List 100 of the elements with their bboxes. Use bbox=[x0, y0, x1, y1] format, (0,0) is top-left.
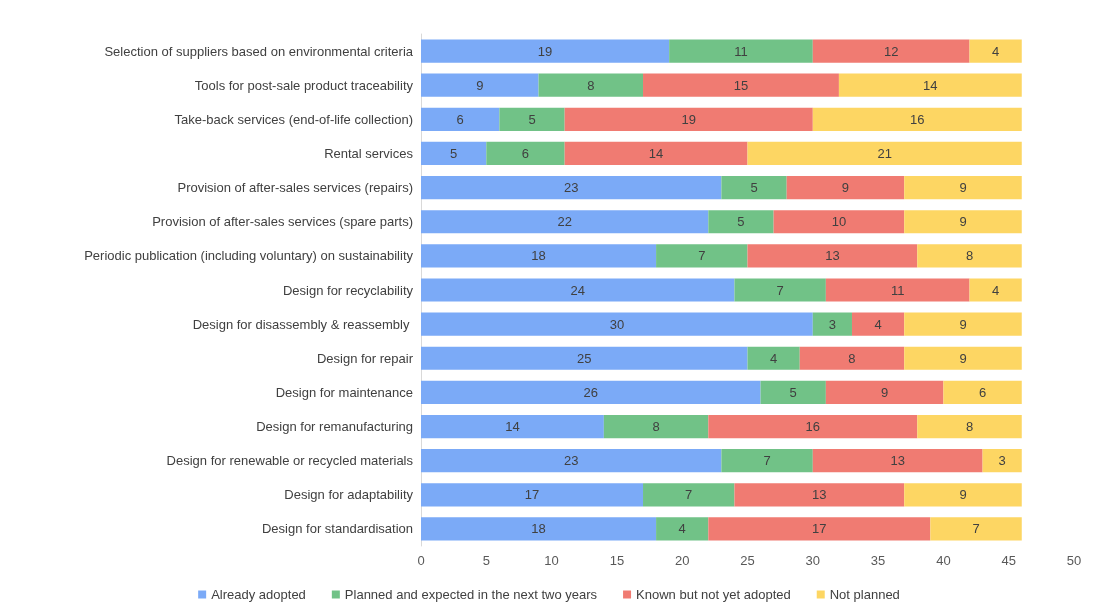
x-tick-label: 45 bbox=[1001, 553, 1016, 568]
bar bbox=[825, 380, 944, 405]
bar bbox=[421, 346, 748, 370]
data-label: 9 bbox=[841, 180, 850, 196]
y-tick-label: Design for standardisation bbox=[261, 521, 413, 537]
bar bbox=[708, 414, 918, 439]
bar bbox=[904, 346, 1022, 370]
data-label: 16 bbox=[805, 419, 821, 435]
data-label: 18 bbox=[531, 248, 546, 264]
data-label: 18 bbox=[531, 521, 546, 537]
x-tick-label: 10 bbox=[544, 553, 559, 568]
bar bbox=[421, 73, 539, 97]
bar bbox=[643, 73, 839, 97]
x-tick-label: 35 bbox=[870, 553, 886, 568]
data-label: 17 bbox=[524, 487, 540, 503]
data-label: 9 bbox=[476, 77, 484, 93]
bar bbox=[421, 175, 722, 200]
bar bbox=[917, 414, 1022, 439]
y-tick-label: Design for disassembly & reassembly bbox=[192, 316, 413, 332]
bar bbox=[421, 107, 500, 131]
data-label: 8 bbox=[965, 419, 974, 435]
legend-label: Not planned bbox=[829, 587, 900, 602]
bar bbox=[421, 483, 644, 507]
data-label: 25 bbox=[577, 350, 592, 366]
bar bbox=[421, 210, 709, 234]
bar bbox=[421, 39, 670, 63]
bar bbox=[760, 380, 826, 405]
data-label: 7 bbox=[763, 453, 771, 469]
data-label: 13 bbox=[825, 248, 840, 264]
bar bbox=[982, 449, 1022, 473]
data-label: 8 bbox=[848, 350, 856, 366]
bar bbox=[917, 244, 1022, 268]
data-label: 4 bbox=[678, 521, 686, 537]
bar bbox=[538, 73, 644, 97]
x-tick-label: 15 bbox=[609, 553, 625, 568]
y-tick-label: Provision of after-sales services (repairs) bbox=[177, 180, 413, 196]
bar bbox=[421, 141, 487, 166]
bar bbox=[773, 210, 905, 234]
data-label: 4 bbox=[770, 350, 778, 366]
y-tick-label: Design for repair bbox=[316, 350, 414, 366]
data-label: 4 bbox=[992, 43, 1000, 59]
data-label: 15 bbox=[733, 77, 749, 93]
bar bbox=[708, 210, 774, 234]
data-label: 4 bbox=[992, 282, 1000, 298]
bar bbox=[812, 107, 1022, 131]
bar bbox=[838, 73, 1022, 97]
y-tick-label: Design for adaptability bbox=[284, 487, 414, 503]
bar bbox=[904, 175, 1022, 200]
bar bbox=[734, 483, 905, 507]
bar bbox=[786, 175, 905, 200]
bar bbox=[721, 449, 813, 473]
data-label: 9 bbox=[959, 316, 967, 332]
data-label: 12 bbox=[883, 43, 899, 59]
bar bbox=[486, 141, 565, 166]
x-tick-label: 20 bbox=[674, 553, 690, 568]
bar bbox=[943, 380, 1022, 405]
data-label: 21 bbox=[877, 145, 892, 161]
y-tick-label: Periodic publication (including voluntary) on sustainability bbox=[84, 248, 414, 264]
data-label: 10 bbox=[831, 214, 847, 230]
data-label: 9 bbox=[959, 487, 967, 503]
bar bbox=[656, 517, 709, 541]
bar bbox=[421, 517, 657, 541]
bar bbox=[799, 346, 905, 370]
data-label: 4 bbox=[874, 316, 882, 332]
y-tick-label: Tools for post-sale product traceability bbox=[194, 77, 414, 93]
bar bbox=[421, 312, 813, 336]
bar bbox=[930, 517, 1022, 541]
bar bbox=[812, 449, 983, 473]
data-label: 22 bbox=[557, 214, 572, 230]
y-tick-label: Design for maintenance bbox=[275, 384, 413, 400]
bar bbox=[812, 312, 852, 336]
data-label: 19 bbox=[537, 43, 553, 59]
x-tick-label: 30 bbox=[805, 553, 821, 568]
bar bbox=[721, 175, 787, 200]
bar bbox=[812, 39, 970, 63]
data-label: 11 bbox=[734, 43, 748, 59]
bar bbox=[904, 210, 1022, 234]
data-label: 5 bbox=[528, 111, 536, 127]
bar bbox=[643, 483, 735, 507]
bar bbox=[747, 141, 1022, 166]
bar bbox=[851, 312, 905, 336]
data-label: 6 bbox=[456, 111, 464, 127]
data-label: 14 bbox=[648, 145, 664, 161]
data-label: 3 bbox=[828, 316, 837, 332]
data-label: 24 bbox=[570, 282, 585, 298]
x-tick-label: 5 bbox=[482, 553, 490, 568]
bar bbox=[669, 39, 813, 63]
bar bbox=[734, 278, 826, 302]
data-label: 6 bbox=[521, 145, 530, 161]
bar bbox=[421, 380, 761, 405]
bar bbox=[904, 483, 1022, 507]
bar bbox=[564, 107, 813, 131]
bar bbox=[969, 39, 1022, 63]
bar bbox=[825, 278, 970, 302]
data-label: 5 bbox=[789, 384, 797, 400]
data-label: 3 bbox=[998, 453, 1006, 469]
bar bbox=[499, 107, 565, 131]
data-label: 16 bbox=[910, 111, 925, 127]
x-tick-label: 0 bbox=[417, 553, 425, 568]
bar bbox=[904, 312, 1022, 336]
